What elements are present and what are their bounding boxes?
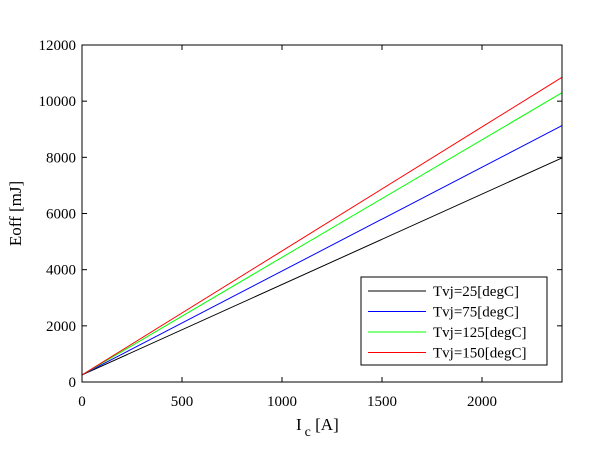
x-tick-label: 1500 <box>367 394 397 410</box>
legend-box <box>360 276 548 366</box>
y-axis-label: Eoff [mJ] <box>6 181 25 246</box>
series-line <box>81 125 563 376</box>
x-axis-label-subscript: c <box>305 425 311 440</box>
legend: Tvj=25[degC] Tvj=75[degC] Tvj=125[degC] Tvj… <box>360 276 548 366</box>
series-line <box>81 76 563 376</box>
legend-label: Tvj=25[degC] <box>433 284 519 300</box>
x-axis-label-main: I <box>296 415 302 434</box>
series-line <box>81 157 563 376</box>
y-tick-label: 4000 <box>46 263 76 279</box>
y-tick-label: 0 <box>69 375 77 391</box>
x-tick-label: 500 <box>171 394 194 410</box>
legend-label: Tvj=125[degC] <box>433 325 526 341</box>
y-tick-label: 2000 <box>46 319 76 335</box>
x-tick-label: 1000 <box>267 394 297 410</box>
x-tick-label: 2000 <box>467 394 497 410</box>
y-tick-label: 6000 <box>46 207 76 223</box>
y-tick-label: 8000 <box>46 150 76 166</box>
legend-label: Tvj=150[degC] <box>433 346 526 362</box>
plot-frame <box>81 44 563 383</box>
y-tick-label: 12000 <box>39 38 77 54</box>
x-tick-label: 0 <box>78 394 86 410</box>
y-tick-label: 10000 <box>39 94 77 110</box>
series-lines <box>81 76 563 376</box>
axis-ticks: 0 500 1000 1500 2000 0 2000 4000 6000 8000 10000 12… <box>39 38 562 410</box>
x-axis-label-unit: [A] <box>311 415 339 434</box>
legend-label: Tvj=75[degC] <box>433 305 519 321</box>
series-line <box>81 92 563 376</box>
